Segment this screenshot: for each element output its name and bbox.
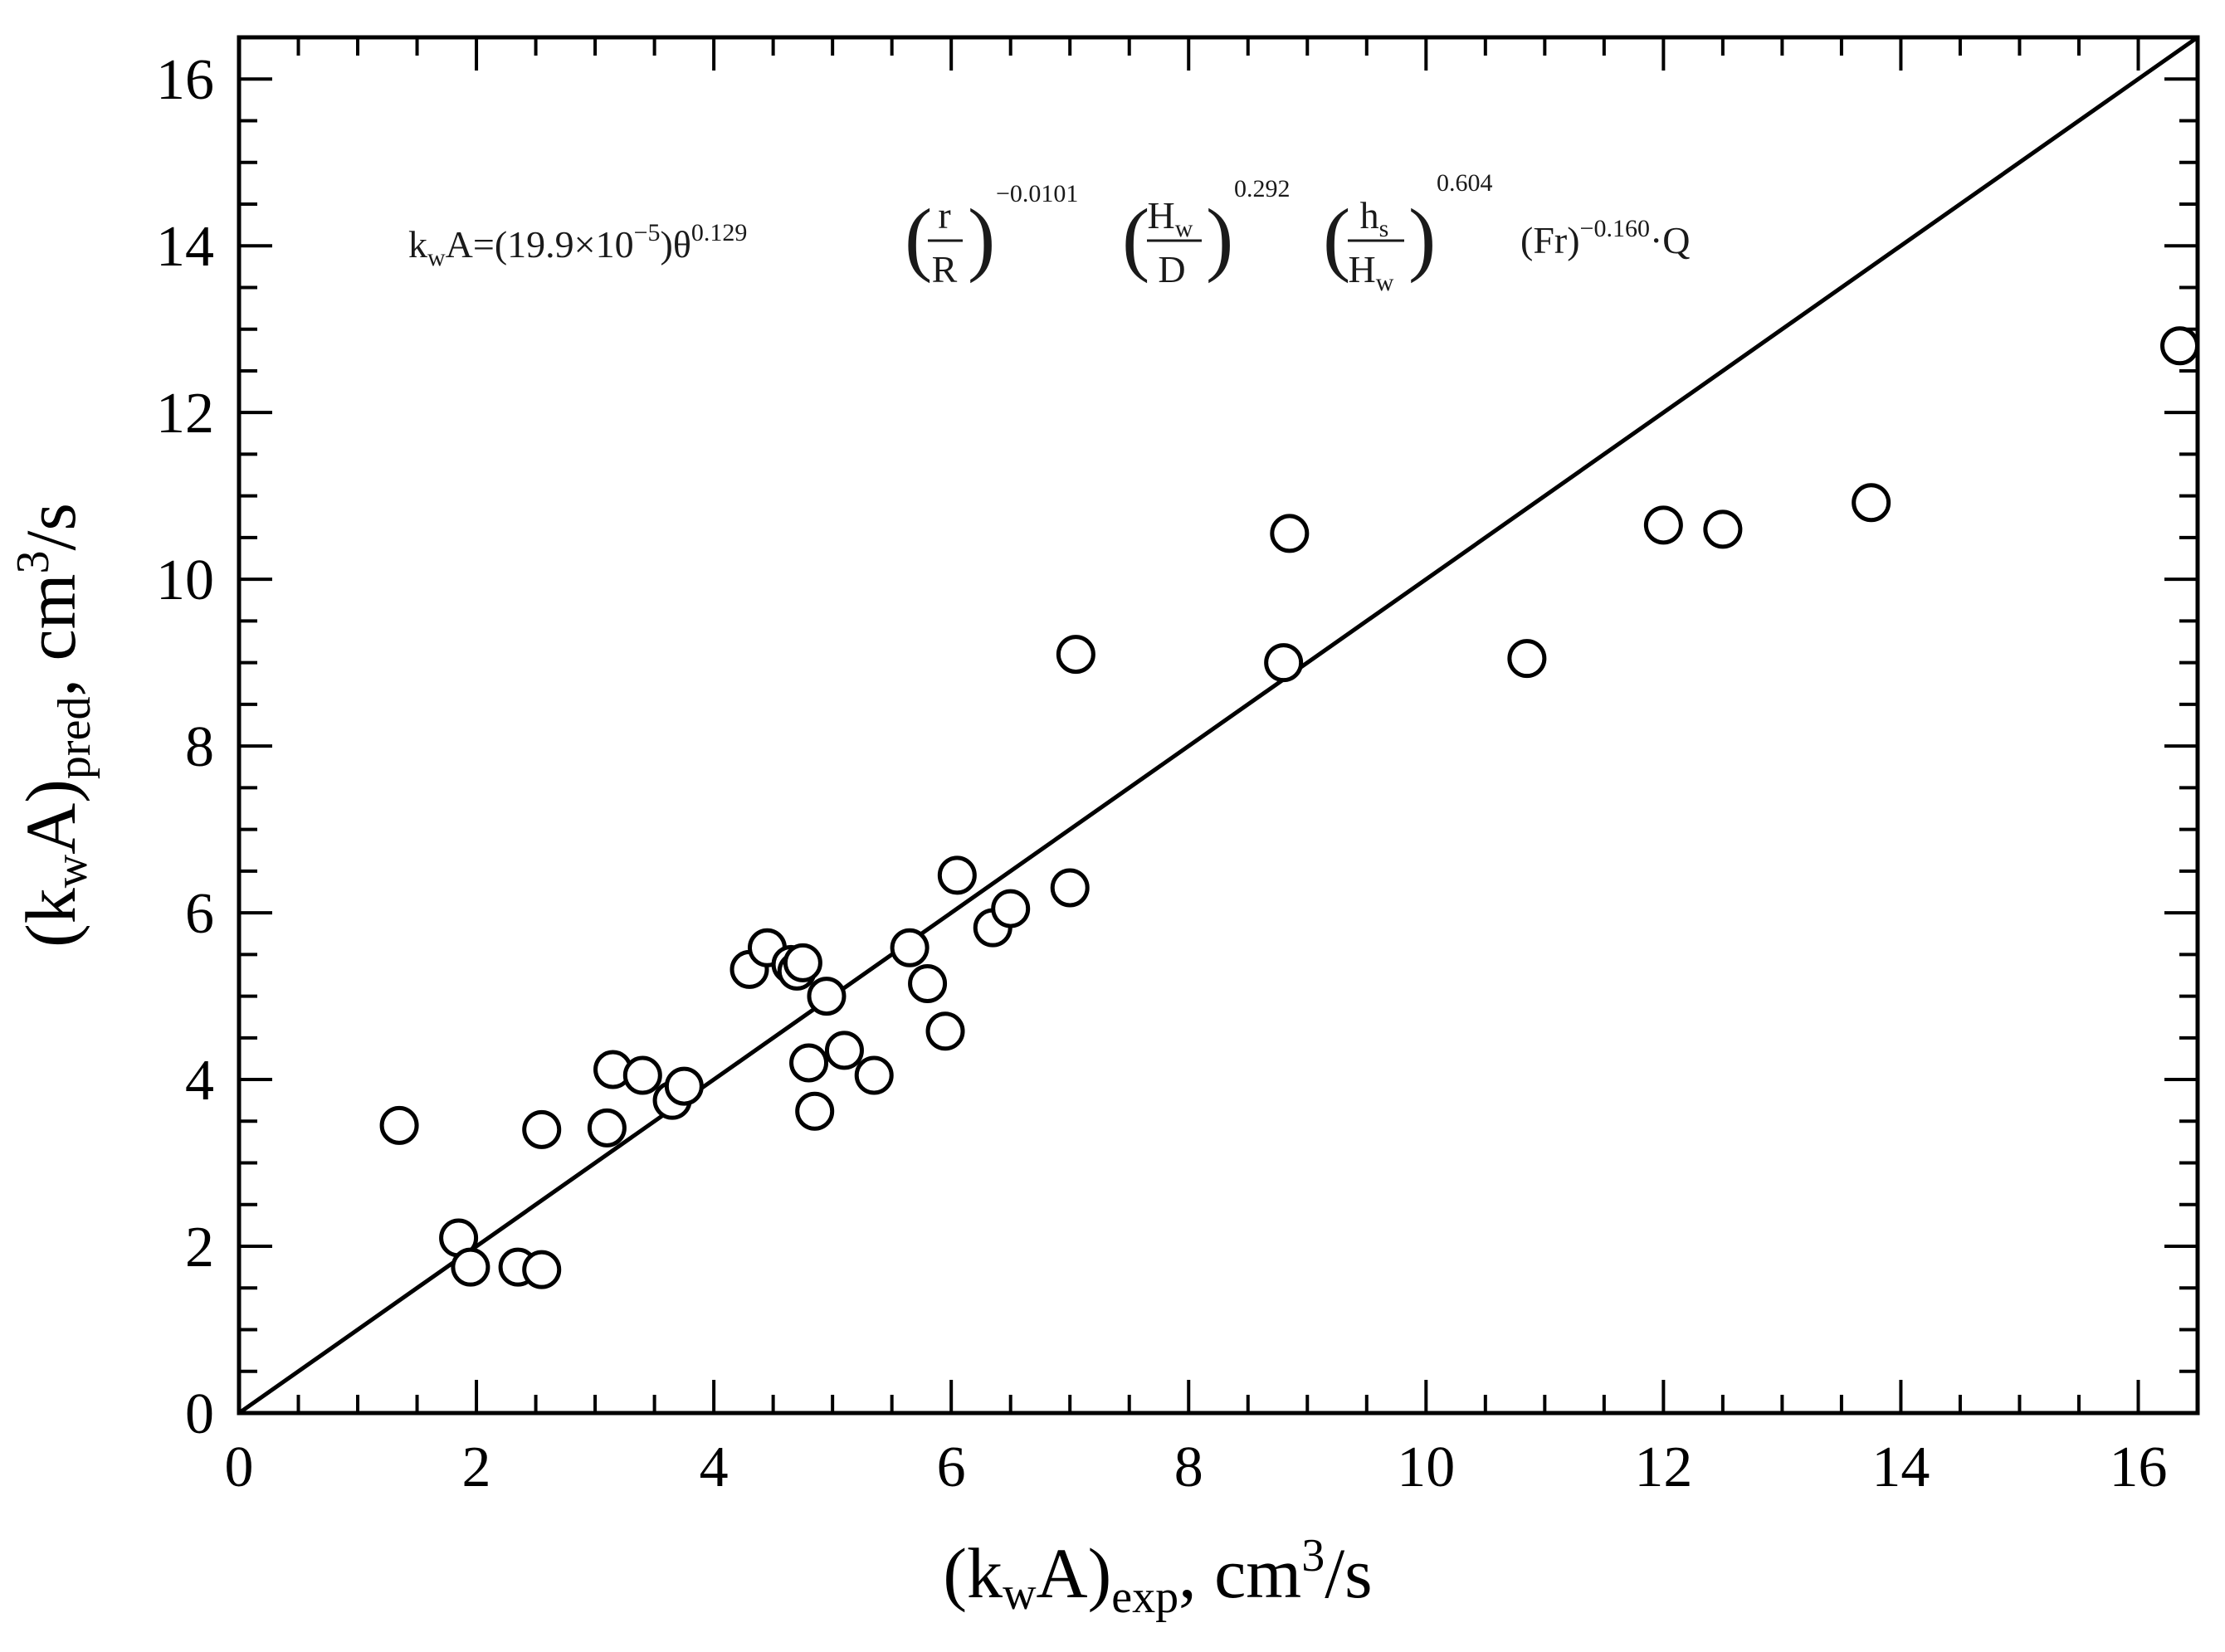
x-tick-label: 8 [1174, 1435, 1203, 1499]
data-point [991, 889, 1031, 928]
identity-reference-line [237, 35, 2199, 1416]
x-tick-label: 6 [937, 1435, 966, 1499]
svg-text:Hw: Hw [1349, 248, 1394, 296]
data-point [1056, 635, 1095, 675]
svg-text:0.604: 0.604 [1437, 169, 1493, 197]
svg-text:R: R [932, 248, 958, 290]
data-point [1852, 483, 1891, 523]
svg-text:−0.0101: −0.0101 [996, 180, 1078, 207]
x-tick-label: 12 [1634, 1435, 1692, 1499]
data-point [937, 855, 977, 895]
data-point [522, 1250, 562, 1289]
y-tick-label: 8 [185, 715, 214, 779]
svg-text:): ) [1206, 192, 1233, 284]
svg-text:(: ( [1122, 192, 1149, 284]
equation-annotation: kwA=(19.9×10−5)θ0.129 ( r R ) −0.0101 ( … [408, 169, 1691, 296]
y-tick-label: 10 [156, 548, 214, 612]
svg-text:kwA=(19.9×10−5)θ0.129: kwA=(19.9×10−5)θ0.129 [408, 219, 747, 271]
y-tick-label: 4 [185, 1049, 214, 1113]
data-point [451, 1247, 490, 1287]
data-point [664, 1066, 704, 1106]
data-point [2160, 326, 2200, 366]
plot-frame [237, 35, 2200, 1416]
data-point [795, 1091, 835, 1131]
x-tick-label: 2 [462, 1435, 491, 1499]
data-point [1507, 639, 1547, 679]
data-point [854, 1055, 894, 1095]
svg-text:D: D [1158, 248, 1185, 290]
data-point [807, 977, 847, 1016]
tick-labels: 0 2 4 6 8 10 12 14 16 0 2 4 6 8 10 12 14 16 [156, 48, 2167, 1499]
data-point [890, 928, 930, 967]
x-tick-label: 4 [700, 1435, 729, 1499]
data-point [925, 1011, 965, 1051]
y-tick-label: 6 [185, 882, 214, 946]
x-tick-label: 16 [2109, 1435, 2167, 1499]
data-point [1703, 509, 1743, 549]
svg-text:r: r [938, 194, 950, 236]
x-tick-label: 14 [1871, 1435, 1930, 1499]
data-point [1643, 505, 1683, 545]
data-point [587, 1108, 627, 1148]
x-axis-title: (kwA)exp, cm3/s [943, 1530, 1372, 1623]
data-point [522, 1109, 562, 1149]
data-point [379, 1105, 419, 1145]
y-tick-label: 2 [185, 1216, 214, 1279]
data-point [789, 1043, 829, 1083]
x-tick-label: 0 [225, 1435, 254, 1499]
data-point [1264, 643, 1304, 683]
svg-text:): ) [1408, 192, 1436, 284]
svg-text:Hw: Hw [1148, 194, 1193, 242]
svg-text:(: ( [1323, 192, 1350, 284]
data-points [379, 326, 2200, 1289]
data-point [783, 943, 822, 982]
data-point [1270, 514, 1310, 553]
svg-text:(: ( [905, 192, 932, 284]
y-axis-title: (kwA)pred, cm3/s [7, 503, 100, 948]
data-point [908, 964, 948, 1004]
x-tick-label: 10 [1397, 1435, 1455, 1499]
svg-text:): ) [968, 192, 995, 284]
data-point [824, 1031, 864, 1070]
data-point [1050, 868, 1090, 908]
svg-text:(Fr)−0.160·Q: (Fr)−0.160·Q [1520, 215, 1691, 261]
svg-text:hs: hs [1360, 194, 1389, 242]
y-tick-label: 14 [156, 215, 214, 279]
y-tick-label: 0 [185, 1382, 214, 1446]
data-point [622, 1055, 662, 1095]
y-tick-label: 12 [156, 382, 214, 446]
y-tick-label: 16 [156, 48, 214, 112]
svg-text:0.292: 0.292 [1234, 175, 1291, 202]
